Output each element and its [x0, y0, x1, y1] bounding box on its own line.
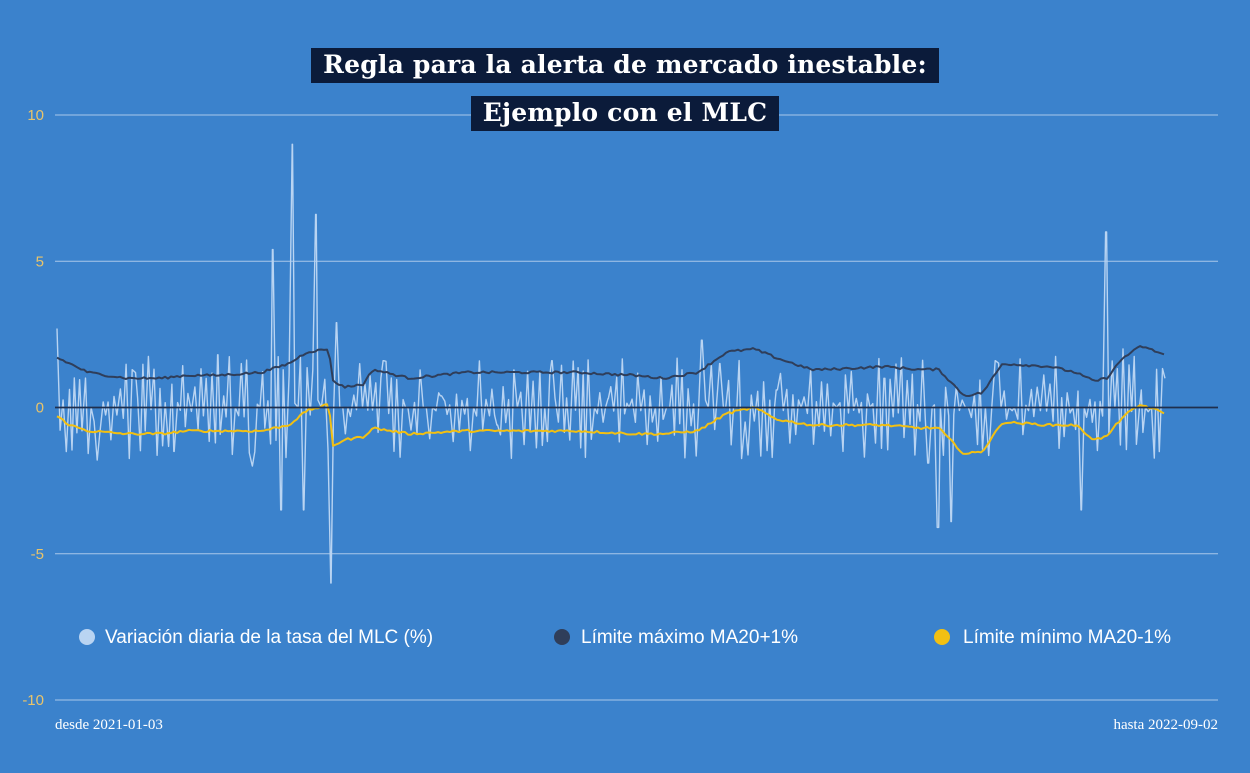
- legend-label-maximo: Límite máximo MA20+1%: [581, 627, 798, 648]
- x-start-label: desde 2021-01-03: [55, 717, 163, 733]
- y-tick-label: 0: [36, 400, 44, 417]
- series-group: [56, 143, 1166, 584]
- y-tick-label: -5: [31, 546, 44, 563]
- y-tick-label: 5: [36, 253, 44, 270]
- legend: Variación diaria de la tasa del MLC (%) …: [79, 627, 1171, 648]
- y-axis-ticks: 10 5 0 -5 -10: [22, 107, 44, 709]
- series-line-2: [56, 403, 1165, 455]
- series-line-0: [56, 143, 1166, 584]
- legend-label-minimo: Límite mínimo MA20-1%: [963, 627, 1171, 648]
- y-tick-label: 10: [27, 107, 44, 124]
- legend-marker-variacion: [79, 629, 95, 645]
- series-line-1: [56, 345, 1165, 397]
- y-tick-label: -10: [22, 692, 44, 709]
- legend-marker-minimo: [934, 629, 950, 645]
- legend-label-variacion: Variación diaria de la tasa del MLC (%): [105, 627, 433, 648]
- x-end-label: hasta 2022-09-02: [1113, 717, 1218, 733]
- legend-marker-maximo: [554, 629, 570, 645]
